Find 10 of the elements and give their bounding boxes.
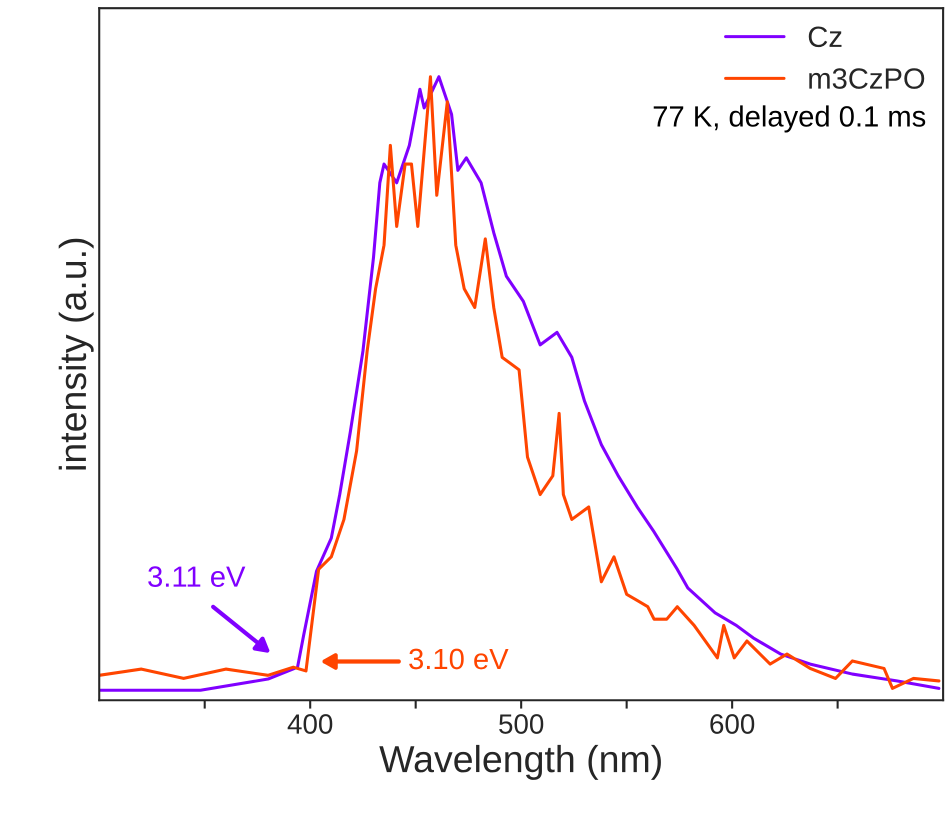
x-tick-label: 400 [288, 714, 332, 734]
annotation: 3.10 eV [409, 648, 509, 670]
x-tick-label: 600 [710, 714, 754, 734]
legend-label: Cz [808, 26, 842, 48]
y-axis-title: intensity (a.u.) [58, 238, 94, 470]
annotation: 77 K, delayed 0.1 ms [654, 105, 926, 133]
legend-label: m3CzPO [809, 68, 924, 89]
annotation: 3.11 eV [148, 566, 246, 587]
x-tick-label: 500 [499, 714, 544, 734]
x-axis-title: Wavelength (nm) [379, 744, 661, 780]
